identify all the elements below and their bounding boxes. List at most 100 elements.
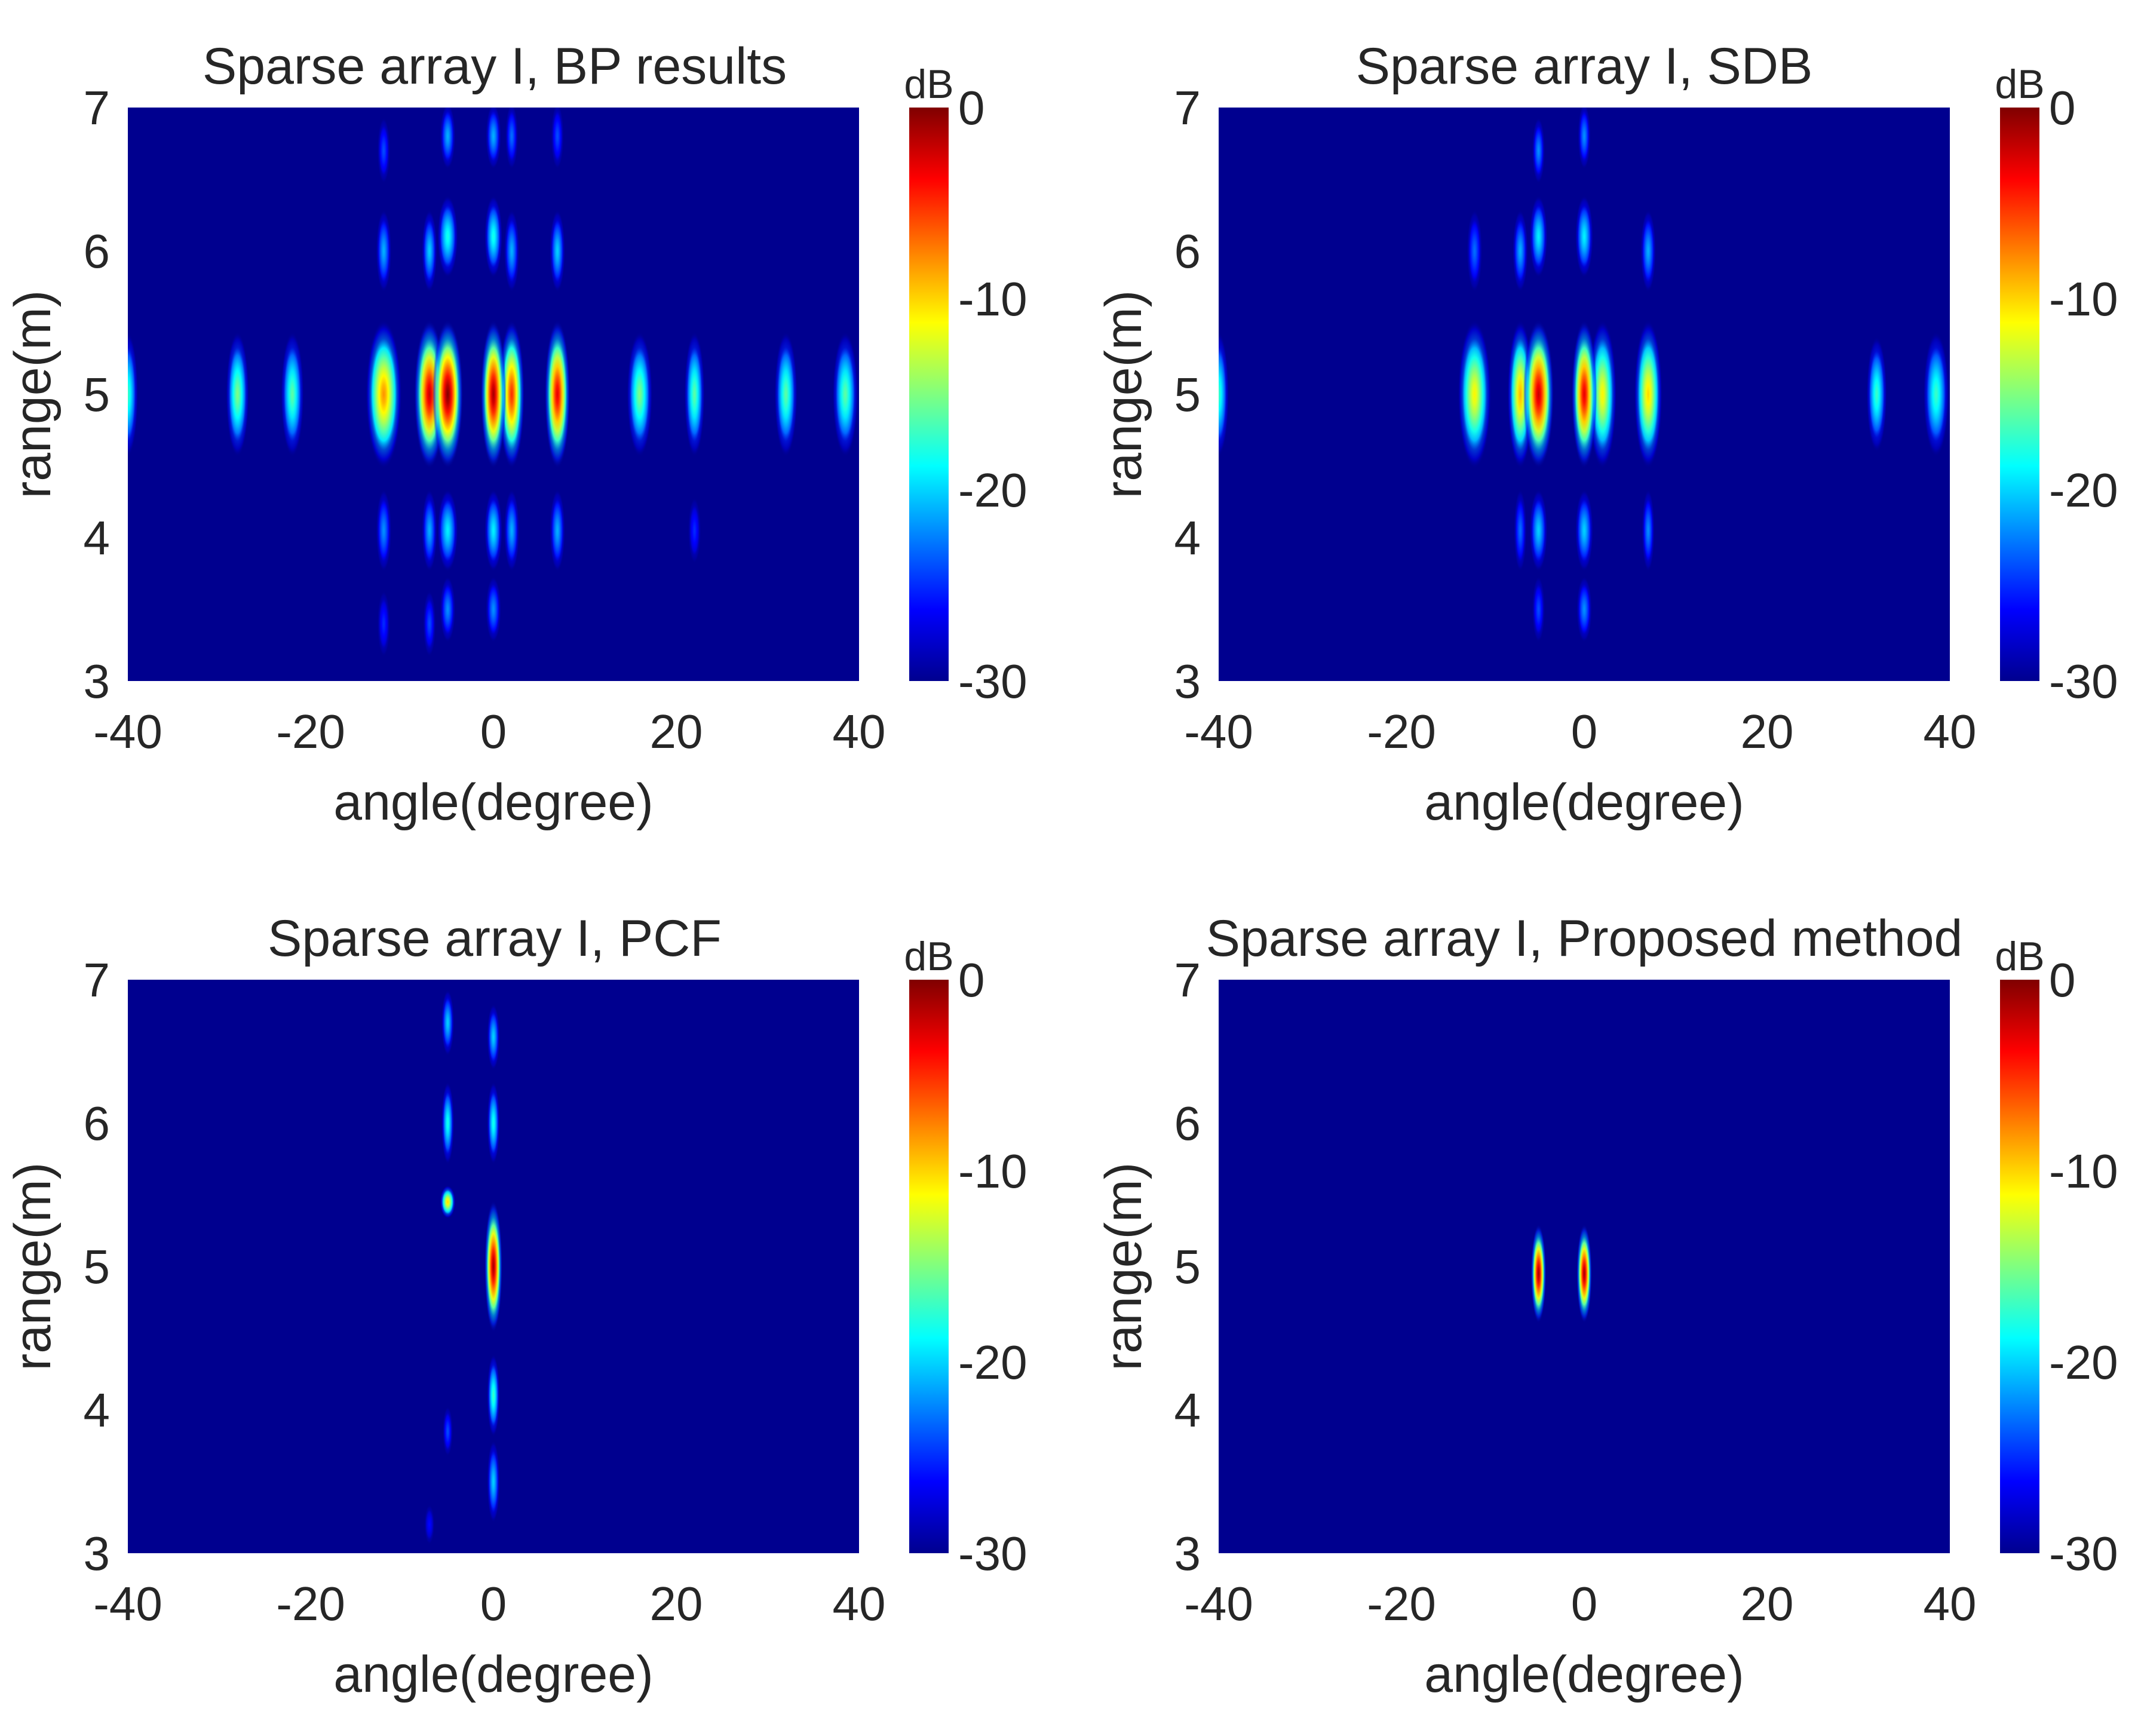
- y-tick-label: 6: [84, 1097, 111, 1150]
- heatmap-peak: [1923, 332, 1949, 457]
- heatmap-peak: [1578, 108, 1591, 170]
- heatmap-peak: [1532, 576, 1545, 643]
- colorbar-tick-label: -10: [2049, 272, 2118, 326]
- heatmap-peak: [499, 320, 525, 469]
- heatmap-peak: [774, 332, 797, 457]
- colorbar-tick-label: -20: [2049, 464, 2118, 517]
- x-axis-label: angle(degree): [333, 1646, 653, 1703]
- heatmap-peak: [377, 590, 391, 657]
- colorbar-tick-label: 0: [2049, 953, 2076, 1007]
- heatmap-peak: [432, 320, 464, 469]
- x-tick-label: 20: [1741, 1577, 1794, 1630]
- y-tick-label: 4: [84, 1384, 111, 1437]
- colorbar-unit-label: dB: [1995, 62, 2044, 107]
- heatmap-blobs: [1219, 108, 1949, 643]
- colorbar-tick-label: -30: [958, 1527, 1027, 1580]
- heatmap-peak: [376, 489, 392, 572]
- heatmap-peak: [484, 489, 502, 572]
- colorbar-tick-label: -10: [2049, 1145, 2118, 1198]
- x-tick-label: -40: [1184, 705, 1253, 758]
- x-tick-label: -40: [93, 1577, 162, 1630]
- y-tick-label: 4: [1174, 1384, 1201, 1437]
- colorbar-unit-label: dB: [904, 934, 953, 979]
- colorbar: [2000, 108, 2039, 681]
- y-axis-label: range(m): [4, 290, 62, 499]
- colorbar-tick-label: -20: [2049, 1336, 2118, 1389]
- heatmap-peak: [1575, 489, 1593, 572]
- x-tick-label: 0: [480, 705, 507, 758]
- y-tick-label: 7: [84, 953, 111, 1007]
- colorbar-unit-label: dB: [904, 62, 953, 107]
- colorbar-tick-label: 0: [958, 81, 985, 134]
- heatmap-peak: [487, 1004, 500, 1071]
- chart-panel-2: Sparse array I, SDB -40 -20 0 20 40 3 4 5 6 7 angle…: [1095, 38, 2118, 831]
- heatmap-peak: [486, 108, 501, 170]
- heatmap-peak: [1219, 332, 1229, 457]
- heatmap-blobs: [424, 989, 502, 1545]
- chart-title: Sparse array I, PCF: [268, 910, 722, 967]
- heatmap-peak: [550, 489, 565, 572]
- heatmap-peak: [480, 320, 507, 469]
- y-axis-label: range(m): [1095, 1163, 1152, 1371]
- y-tick-label: 5: [1174, 1240, 1201, 1293]
- heatmap-peak: [1514, 489, 1527, 572]
- heatmap-peak: [376, 210, 392, 292]
- heatmap-peak: [627, 332, 653, 457]
- heatmap-peak: [1571, 320, 1597, 469]
- x-tick-label: -20: [276, 1577, 345, 1630]
- heatmap-peak: [487, 1354, 500, 1437]
- x-tick-label: 20: [650, 705, 703, 758]
- colorbar-tick-label: -30: [958, 655, 1027, 708]
- x-tick-label: 40: [1924, 705, 1977, 758]
- heatmap-peak: [440, 576, 456, 643]
- colorbar-tick-label: 0: [958, 953, 985, 1007]
- heatmap-peak: [504, 210, 520, 292]
- heatmap-peak: [424, 1504, 435, 1545]
- heatmap-peak: [366, 320, 402, 469]
- heatmap-peak: [551, 108, 564, 170]
- x-tick-label: -20: [276, 705, 345, 758]
- heatmap-peak: [1576, 1224, 1592, 1323]
- x-tick-label: 0: [480, 1577, 507, 1630]
- colorbar-tick-label: 0: [2049, 81, 2076, 134]
- heatmap-peak: [1866, 336, 1887, 452]
- heatmap-peak: [484, 195, 502, 278]
- heatmap-peak: [442, 1406, 453, 1456]
- colorbar-tick-label: -10: [958, 272, 1027, 326]
- heatmap-blobs: [1530, 1224, 1592, 1323]
- y-tick-label: 3: [1174, 655, 1201, 708]
- chart-panel-3: Sparse array I, PCF -40 -20 0 20 40 3 4 5 6 7 angle…: [4, 910, 1027, 1703]
- x-axis-label: angle(degree): [1424, 774, 1744, 831]
- y-tick-label: 4: [1174, 511, 1201, 565]
- x-tick-label: -20: [1367, 1577, 1436, 1630]
- heatmap-peak: [440, 1185, 456, 1219]
- heatmap-peak: [422, 489, 437, 572]
- chart-title: Sparse array I, BP results: [203, 38, 787, 95]
- x-tick-label: -40: [93, 705, 162, 758]
- heatmap-peak: [422, 210, 437, 292]
- x-tick-label: 40: [1924, 1577, 1977, 1630]
- chart-title: Sparse array I, SDB: [1356, 38, 1813, 95]
- y-axis-label: range(m): [1095, 290, 1152, 499]
- y-tick-label: 5: [84, 1240, 111, 1293]
- heatmap-peak: [684, 332, 705, 457]
- heatmap-peak: [688, 497, 701, 564]
- chart-panel-1: Sparse array I, BP results -40 -20 0 20 40 3 4 5…: [4, 38, 1027, 831]
- x-axis-label: angle(degree): [1424, 1646, 1744, 1703]
- heatmap-peak: [1640, 210, 1656, 292]
- heatmap-peak: [1530, 1224, 1547, 1323]
- heatmap-peak: [281, 332, 304, 457]
- heatmap-peak: [1532, 117, 1545, 184]
- y-tick-label: 5: [1174, 368, 1201, 421]
- heatmap-peak: [1458, 320, 1492, 469]
- y-tick-label: 4: [84, 511, 111, 565]
- heatmap-peak: [1513, 210, 1528, 292]
- x-tick-label: 0: [1571, 705, 1598, 758]
- y-tick-label: 3: [1174, 1527, 1201, 1580]
- heatmap-peak: [437, 489, 458, 572]
- y-tick-label: 3: [84, 1527, 111, 1580]
- colorbar: [909, 108, 949, 681]
- heatmap-peak: [1588, 320, 1617, 469]
- x-tick-label: -40: [1184, 1577, 1253, 1630]
